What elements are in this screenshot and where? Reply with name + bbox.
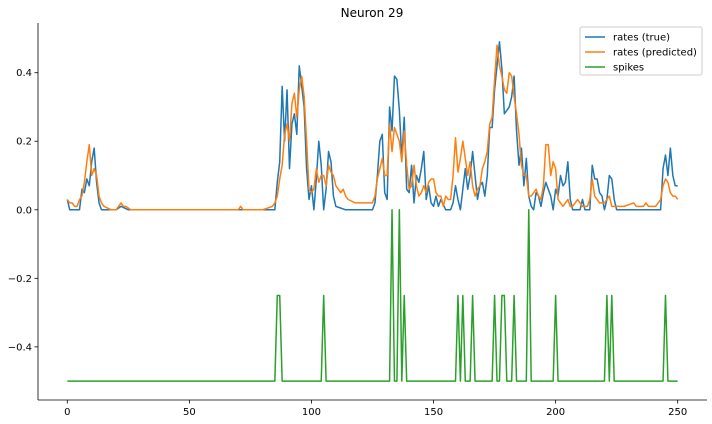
- x-axis-ticks: 0 50 100 150 200 250: [64, 400, 687, 418]
- y-tick-label: −0.4: [8, 342, 32, 353]
- y-axis-ticks: 0.4 0.2 0.0 −0.2 −0.4: [8, 68, 38, 353]
- series-line-3: [67, 209, 678, 382]
- x-tick-label: 150: [424, 407, 443, 418]
- y-tick-label: 0.4: [16, 68, 32, 79]
- x-tick-label: 250: [668, 407, 687, 418]
- legend-items: rates (true) rates (predicted) spikes: [585, 33, 697, 74]
- y-tick-label: 0.2: [16, 137, 32, 148]
- series-line-2: [66, 44, 679, 211]
- legend-label-2: rates (predicted): [613, 48, 697, 59]
- legend-label-1: rates (true): [613, 33, 670, 44]
- x-tick-label: 200: [546, 407, 565, 418]
- y-tick-label: 0.0: [16, 205, 32, 216]
- x-tick-label: 0: [64, 407, 70, 418]
- legend-label-3: spikes: [613, 63, 644, 74]
- x-tick-label: 100: [302, 407, 321, 418]
- legend: rates (true) rates (predicted) spikes: [579, 26, 703, 76]
- chart-title: Neuron 29: [341, 6, 404, 20]
- x-tick-label: 50: [183, 407, 196, 418]
- plot-area: 0 50 100 150 200 250 0.4 0.2 0.0 −0.2 −0.4: [8, 23, 707, 418]
- legend-box: [579, 26, 703, 76]
- series-layer: [66, 41, 679, 382]
- y-tick-label: −0.2: [8, 274, 32, 285]
